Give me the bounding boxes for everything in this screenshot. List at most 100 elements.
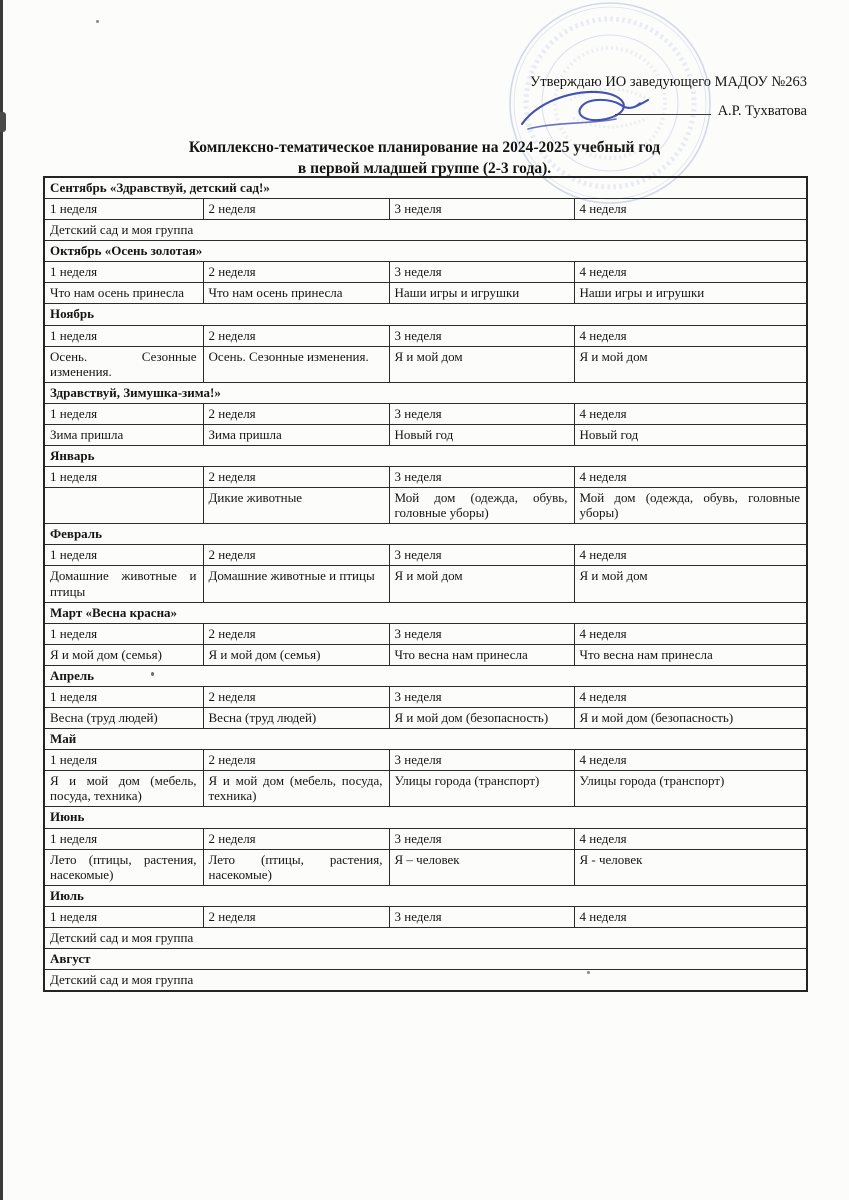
title-line-1: Комплексно-тематическое планирование на … — [188, 139, 661, 156]
approver-name: А.Р. Тухватова — [717, 103, 807, 120]
theme-row: Зима пришла Зима пришла Новый год Новый год — [43, 423, 808, 447]
theme-cell: Что весна нам принесла — [388, 643, 575, 666]
theme-row: Весна (труд людей) Весна (труд людей) Я и … — [43, 707, 808, 730]
theme-cell: Осень. Сезонные изменения. — [43, 345, 204, 383]
week-header: 4 неделя — [573, 622, 808, 645]
title-line-2: в первой младшей группе (2-3 года). — [297, 160, 552, 178]
theme-row: Детский сад и моя группа — [43, 219, 808, 242]
week-header-row: 1 неделя 2 неделя 3 неделя 4 неделя — [43, 749, 808, 772]
week-header: 2 неделя — [202, 827, 390, 850]
month-header: Ноябрь — [43, 303, 808, 326]
week-header: 4 неделя — [573, 749, 808, 772]
approval-text: Утверждаю ИО заведующего МАДОУ №263 — [530, 74, 807, 90]
week-header: 3 неделя — [388, 402, 575, 425]
week-header: 1 неделя — [43, 466, 204, 489]
week-header-row: 1 неделя 2 неделя 3 неделя 4 неделя — [43, 622, 808, 645]
week-header: 2 неделя — [202, 402, 390, 425]
week-header: 3 неделя — [388, 324, 575, 347]
week-header: 1 неделя — [43, 198, 204, 221]
theme-cell: Улицы города (транспорт) — [388, 770, 575, 808]
week-header: 1 неделя — [43, 827, 204, 850]
month-header-row: Март «Весна красна» — [43, 601, 808, 624]
week-header: 4 неделя — [573, 402, 808, 425]
month-header-row: Здравствуй, Зимушка-зима!» — [43, 381, 808, 404]
week-header: 2 неделя — [202, 261, 390, 284]
week-header: 1 неделя — [43, 324, 204, 347]
month-header: Июль — [43, 884, 808, 907]
week-header: 3 неделя — [388, 905, 575, 928]
approval-block: Утверждаю ИО заведующего МАДОУ №263 А.Р.… — [530, 74, 807, 121]
theme-cell-full: Детский сад и моя группа — [43, 219, 808, 242]
week-header: 2 неделя — [202, 544, 390, 567]
theme-row: Я и мой дом (мебель, посуда, техника) Я и… — [43, 770, 808, 808]
month-header: Май — [43, 728, 808, 751]
month-header: Январь — [43, 445, 808, 468]
month-header-row: Апрель — [43, 664, 808, 687]
theme-cell: Я и мой дом — [573, 565, 808, 603]
scan-edge-artifact — [0, 112, 6, 132]
theme-cell: Я и мой дом — [573, 345, 808, 383]
theme-cell: Я и мой дом (мебель, посуда, техника) — [202, 770, 390, 808]
theme-row: Домашние животные и птицы Домашние животн… — [43, 565, 808, 603]
month-header-row: Ноябрь — [43, 303, 808, 326]
month-header: Октябрь «Осень золотая» — [43, 240, 808, 263]
theme-cell: Весна (труд людей) — [202, 707, 390, 730]
week-header-row: 1 неделя 2 неделя 3 неделя 4 неделя — [43, 261, 808, 284]
week-header: 4 неделя — [573, 827, 808, 850]
week-header: 3 неделя — [388, 685, 575, 709]
theme-cell: Мой дом (одежда, обувь, головные уборы) — [573, 487, 808, 525]
week-header: 4 неделя — [573, 198, 808, 221]
month-header-row: Сентябрь «Здравствуй, детский сад!» — [43, 176, 808, 200]
theme-cell: Я и мой дом — [388, 565, 575, 603]
theme-cell-full: Детский сад и моя группа — [43, 926, 808, 949]
week-header: 4 неделя — [573, 261, 808, 284]
theme-cell: Наши игры и игрушки — [573, 282, 808, 305]
week-header: 4 неделя — [573, 905, 808, 928]
theme-cell: Я и мой дом (мебель, посуда, техника) — [43, 770, 204, 808]
week-header: 2 неделя — [202, 749, 390, 772]
week-header: 3 неделя — [388, 466, 575, 489]
week-header: 2 неделя — [202, 685, 390, 709]
theme-cell: Новый год — [573, 423, 808, 447]
week-header: 1 неделя — [43, 749, 204, 772]
theme-row: Я и мой дом (семья) Я и мой дом (семья) Чт… — [43, 643, 808, 666]
week-header: 1 неделя — [43, 261, 204, 284]
week-header: 2 неделя — [202, 198, 390, 221]
week-header: 4 неделя — [573, 544, 808, 567]
week-header: 4 неделя — [573, 466, 808, 489]
theme-cell: Я – человек — [388, 848, 575, 886]
planning-table: Сентябрь «Здравствуй, детский сад!» 1 нед… — [43, 176, 808, 993]
theme-cell: Новый год — [388, 423, 575, 447]
theme-row: Дикие животные Мой дом (одежда, обувь, го… — [43, 487, 808, 525]
month-header-row: Октябрь «Осень золотая» — [43, 240, 808, 263]
week-header-row: 1 неделя 2 неделя 3 неделя 4 неделя — [43, 402, 808, 425]
week-header: 2 неделя — [202, 622, 390, 645]
theme-cell: Что нам осень принесла — [202, 282, 390, 305]
week-header: 1 неделя — [43, 685, 204, 709]
theme-row: Лето (птицы, растения, насекомые) Лето (п… — [43, 848, 808, 886]
theme-cell-full: Детский сад и моя группа — [43, 969, 808, 992]
month-header: Август — [43, 947, 808, 971]
theme-cell: Весна (труд людей) — [43, 707, 204, 730]
document-title: Комплексно-тематическое планирование на … — [0, 137, 849, 180]
theme-cell: Наши игры и игрушки — [388, 282, 575, 305]
theme-cell: Дикие животные — [202, 487, 390, 525]
week-header: 4 неделя — [573, 685, 808, 709]
signature-line — [614, 101, 711, 116]
month-header-row: Август — [43, 947, 808, 971]
theme-cell: Я и мой дом — [388, 345, 575, 383]
theme-cell: Я и мой дом (безопасность) — [573, 707, 808, 730]
month-header: Февраль — [43, 523, 808, 546]
month-header-row: Май — [43, 728, 808, 751]
theme-cell: Я и мой дом (семья) — [43, 643, 204, 666]
week-header: 4 неделя — [573, 324, 808, 347]
week-header-row: 1 неделя 2 неделя 3 неделя 4 неделя — [43, 544, 808, 567]
theme-cell: Лето (птицы, растения, насекомые) — [43, 848, 204, 886]
month-header-row: Июнь — [43, 806, 808, 829]
week-header-row: 1 неделя 2 неделя 3 неделя 4 неделя — [43, 466, 808, 489]
week-header: 1 неделя — [43, 544, 204, 567]
week-header-row: 1 неделя 2 неделя 3 неделя 4 неделя — [43, 827, 808, 850]
week-header: 1 неделя — [43, 905, 204, 928]
theme-cell: Зима пришла — [202, 423, 390, 447]
